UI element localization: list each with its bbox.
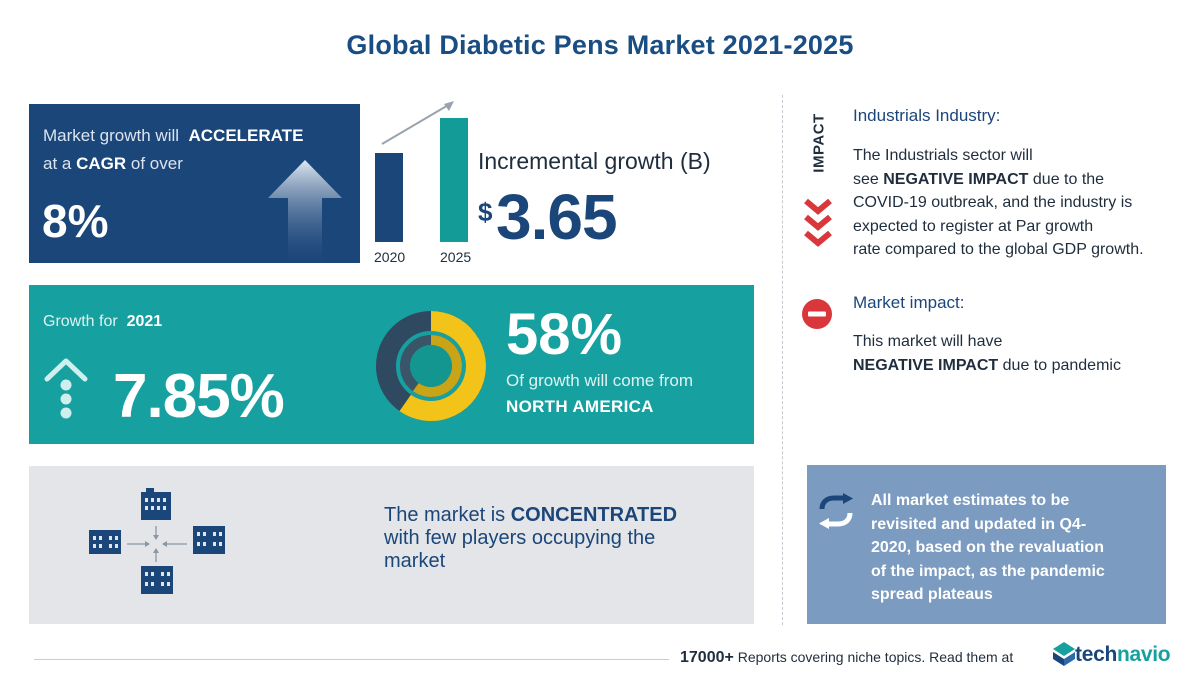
currency-symbol: $ bbox=[478, 197, 493, 227]
cagr-accelerate-label: ACCELERATE bbox=[188, 126, 304, 145]
buildings-network-icon bbox=[89, 488, 225, 594]
concentration-line-2: with few players occupying the bbox=[384, 527, 656, 549]
note-line-3: 2020, based on the revaluation bbox=[871, 539, 1104, 556]
cagr-line-1: Market growth will ACCELERATE bbox=[43, 126, 303, 146]
concentration-line-3: market bbox=[384, 550, 446, 572]
note-line-4: of the impact, as the pandemic bbox=[871, 562, 1105, 580]
industry-impact-text: The Industrials sector will see NEGATIVE… bbox=[853, 144, 1193, 262]
note-line-1: All market estimates to be bbox=[871, 492, 1070, 509]
page-title: Global Diabetic Pens Market 2021-2025 bbox=[346, 30, 854, 60]
bar-2025 bbox=[440, 118, 468, 242]
market-impact-text: This market will have NEGATIVE IMPACT du… bbox=[853, 330, 1121, 377]
cagr-line1-prefix: Market growth will bbox=[43, 126, 180, 145]
growth-2021-value: 7.85% bbox=[113, 362, 285, 431]
incremental-growth-value: 3.65 bbox=[496, 181, 618, 253]
regional-share-region: NORTH AMERICA bbox=[506, 397, 654, 416]
trend-arrow-icon bbox=[381, 101, 454, 145]
up-arrow-icon bbox=[268, 160, 342, 262]
industry-title: Industrials Industry: bbox=[853, 106, 1001, 125]
footer-divider bbox=[34, 659, 669, 660]
incremental-growth-label: Incremental growth (B) bbox=[478, 148, 711, 174]
industry-line2-prefix: see bbox=[853, 170, 879, 188]
cagr-panel: Market growth will ACCELERATE at a CAGR … bbox=[29, 104, 360, 263]
growth-label-year: 2021 bbox=[126, 313, 163, 330]
industry-line-2: see NEGATIVE IMPACT due to the bbox=[853, 168, 1193, 192]
note-line-2: revisited and updated in Q4- bbox=[871, 515, 1087, 533]
industry-line-5: rate compared to the global GDP growth. bbox=[853, 241, 1144, 258]
footer-caption: Reports covering niche topics. Read them… bbox=[737, 649, 1014, 665]
technavio-logo-icon[interactable] bbox=[1053, 642, 1075, 666]
refresh-icon bbox=[819, 493, 853, 529]
logo-text-accent: navio bbox=[1116, 643, 1171, 666]
estimates-note-panel: All market estimates to be revisited and… bbox=[807, 465, 1166, 624]
estimates-note-text: All market estimates to be revisited and… bbox=[871, 489, 1141, 607]
cagr-value: 8% bbox=[42, 195, 109, 247]
minus-circle-icon bbox=[802, 299, 832, 329]
regional-share-text: Of growth will come from bbox=[506, 371, 694, 390]
bar-label-2020: 2020 bbox=[374, 249, 406, 265]
industry-negative-impact: NEGATIVE IMPACT bbox=[883, 170, 1029, 188]
regional-share-value: 58% bbox=[506, 302, 623, 367]
cagr-label: CAGR bbox=[76, 154, 127, 173]
concentration-panel: The market is CONCENTRATED with few play… bbox=[29, 466, 754, 624]
cagr-line2-prefix: at a bbox=[43, 154, 72, 173]
impact-label-text: IMPACT bbox=[810, 113, 828, 173]
industry-line-1: The Industrials sector will bbox=[853, 147, 1033, 164]
bar-label-2025: 2025 bbox=[440, 249, 472, 265]
regional-share-donut bbox=[376, 311, 486, 421]
market-impact-line-1: This market will have bbox=[853, 333, 1003, 350]
logo-text-main: tech bbox=[1075, 643, 1117, 666]
bar-2020 bbox=[375, 153, 403, 242]
growth-up-icon bbox=[44, 358, 88, 419]
growth-panel: Growth for 2021 7.85% 58% Of growth will… bbox=[29, 285, 754, 444]
impact-vertical-label: IMPACT bbox=[806, 108, 832, 178]
growth-label-prefix: Growth for bbox=[43, 313, 118, 330]
footer-report-count: 17000+ bbox=[680, 649, 734, 666]
concentration-emphasis: CONCENTRATED bbox=[510, 504, 678, 526]
industry-line-3: COVID-19 outbreak, and the industry is bbox=[853, 194, 1133, 211]
footer-text: 17000+ Reports covering niche topics. Re… bbox=[680, 649, 1013, 667]
concentration-prefix: The market is bbox=[384, 504, 506, 526]
market-impact-suffix: due to pandemic bbox=[1002, 356, 1121, 374]
industry-line2-suffix: due to the bbox=[1032, 170, 1105, 188]
note-line-5: spread plateaus bbox=[871, 586, 993, 603]
cagr-line-2: at a CAGR of over bbox=[43, 154, 183, 174]
cagr-line2-suffix: of over bbox=[130, 154, 183, 173]
market-impact-line-2: NEGATIVE IMPACT due to pandemic bbox=[853, 354, 1121, 378]
concentration-text: The market is CONCENTRATED with few play… bbox=[384, 504, 677, 573]
growth-year-label: Growth for 2021 bbox=[43, 313, 162, 331]
down-chevrons-icon bbox=[804, 198, 832, 247]
column-divider bbox=[782, 95, 783, 625]
market-negative-impact: NEGATIVE IMPACT bbox=[853, 356, 999, 374]
technavio-logo[interactable]: technavio bbox=[1075, 643, 1171, 667]
industry-line-4: expected to register at Par growth bbox=[853, 217, 1094, 235]
market-impact-title: Market impact: bbox=[853, 293, 965, 312]
